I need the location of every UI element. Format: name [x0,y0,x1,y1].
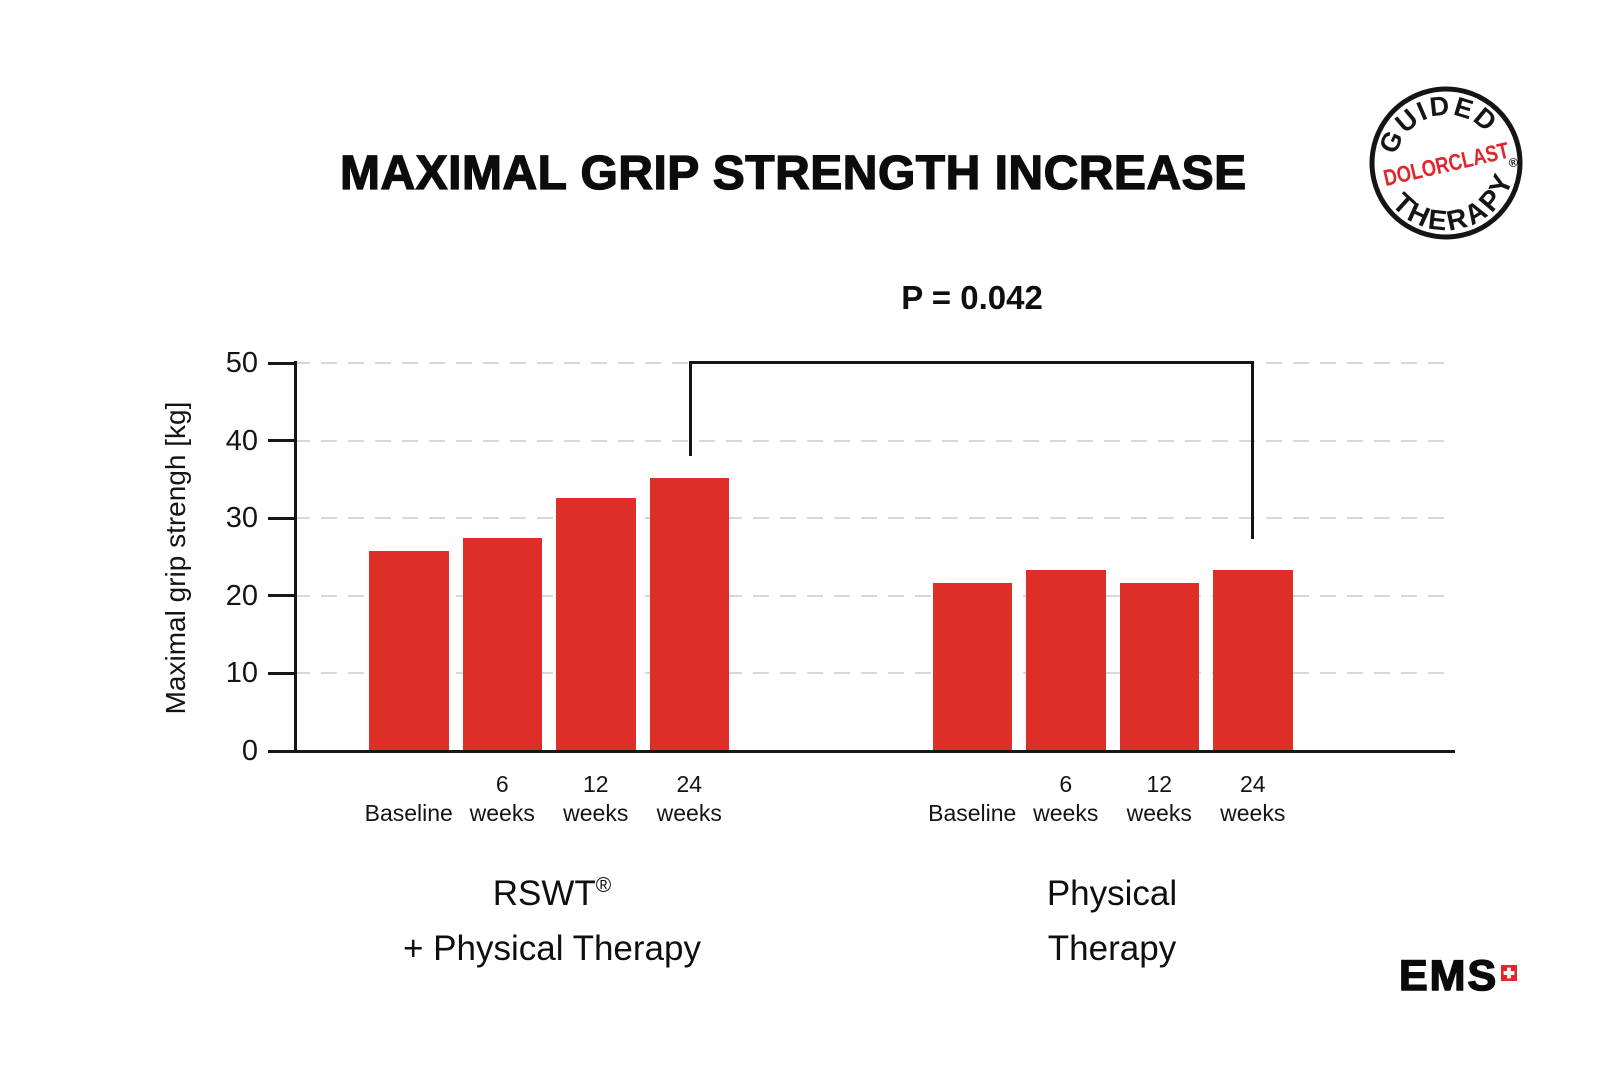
gridline-10 [294,672,1453,675]
x-tick-line1: 12 [582,771,609,797]
x-tick-line2: weeks [1033,800,1099,826]
guided-dolorclast-therapy-badge: GUIDED THERAPY DOLORCLAST ® [1367,84,1525,242]
badge-circle [1369,86,1523,240]
registered-mark: ® [595,874,612,897]
x-tick-label-pt-12-weeks: 12 weeks [1089,770,1229,828]
x-tick-label-pt-baseline: Baseline [902,770,1042,828]
x-tick-line2: weeks [656,800,722,826]
y-tick-label-20: 20 [225,579,258,612]
group-title-line1: RSWT® [302,858,802,921]
x-tick-line2: weeks [469,800,535,826]
group-title-rswt-physical-therapy: RSWT® + Physical Therapy [302,858,802,976]
ems-logo-text: EMS [1398,952,1499,1000]
y-tick-30 [268,516,294,520]
y-tick-10 [268,671,294,675]
x-tick-label-pt-24-weeks: 24 weeks [1183,770,1323,828]
p-value-label: P = 0.042 [901,279,1043,316]
bar-pt-24-weeks [1213,570,1293,751]
x-tick-label-rswt-pt-baseline: Baseline [339,770,479,828]
ems-logo: EMS [1398,952,1518,1000]
y-tick-0 [268,749,294,753]
x-tick-label-rswt-pt-12-weeks: 12 weeks [526,770,666,828]
bar-rswt-pt-baseline [369,550,449,751]
bar-rswt-pt-6-weeks [462,537,542,751]
x-tick-label-rswt-pt-6-weeks: 6 weeks [432,770,572,828]
x-tick-line2: weeks [1220,800,1286,826]
bar-rswt-pt-12-weeks [556,498,636,751]
group-title-text: RSWT [492,874,596,913]
y-tick-label-50: 50 [225,347,258,379]
x-tick-label-pt-6-weeks: 6 weeks [996,770,1136,828]
x-tick-line1: 24 [676,771,703,797]
swiss-cross-icon [1501,965,1518,981]
bar-rswt-pt-24-weeks [649,477,729,751]
y-axis-line [294,361,297,753]
x-tick-line2: weeks [1126,800,1192,826]
badge-registered-mark: ® [1507,155,1520,171]
y-tick-label-0: 0 [241,735,258,767]
x-axis-line [294,750,1455,753]
x-tick-line1: 12 [1146,771,1173,797]
bar-pt-6-weeks [1026,570,1106,751]
y-tick-label-30: 30 [225,502,258,535]
chart-title: MAXIMAL GRIP STRENGTH INCREASE [339,146,1247,200]
group-title-physical-therapy: Physical Therapy [862,858,1362,976]
y-tick-50 [268,361,294,365]
y-tick-label-40: 40 [225,424,258,457]
group-title-line2: Therapy [1047,929,1177,968]
x-tick-line2: Baseline [928,800,1017,826]
x-tick-line2: weeks [563,800,629,826]
x-tick-line1: 6 [1059,771,1073,797]
gridline-20 [294,594,1453,597]
significance-bracket-horizontal [689,361,1254,364]
y-tick-20 [268,594,294,598]
group-title-line2: + Physical Therapy [403,929,701,968]
y-tick-label-10: 10 [225,657,258,690]
significance-bracket-left [689,361,692,456]
y-tick-40 [268,439,294,443]
significance-bracket-right [1251,361,1254,539]
gridline-30 [294,517,1453,520]
group-title-text: Physical [1046,874,1178,913]
gridline-40 [294,439,1453,442]
x-tick-line2: Baseline [364,800,453,826]
x-tick-line1: 6 [495,771,509,797]
bar-pt-12-weeks [1119,583,1199,751]
y-axis-label: Maximal grip strengh [kg] [160,401,191,715]
bar-pt-baseline [932,583,1012,751]
x-tick-line1: 24 [1239,771,1266,797]
x-tick-label-rswt-pt-24-weeks: 24 weeks [619,770,759,828]
group-title-line1: Physical [862,858,1362,921]
